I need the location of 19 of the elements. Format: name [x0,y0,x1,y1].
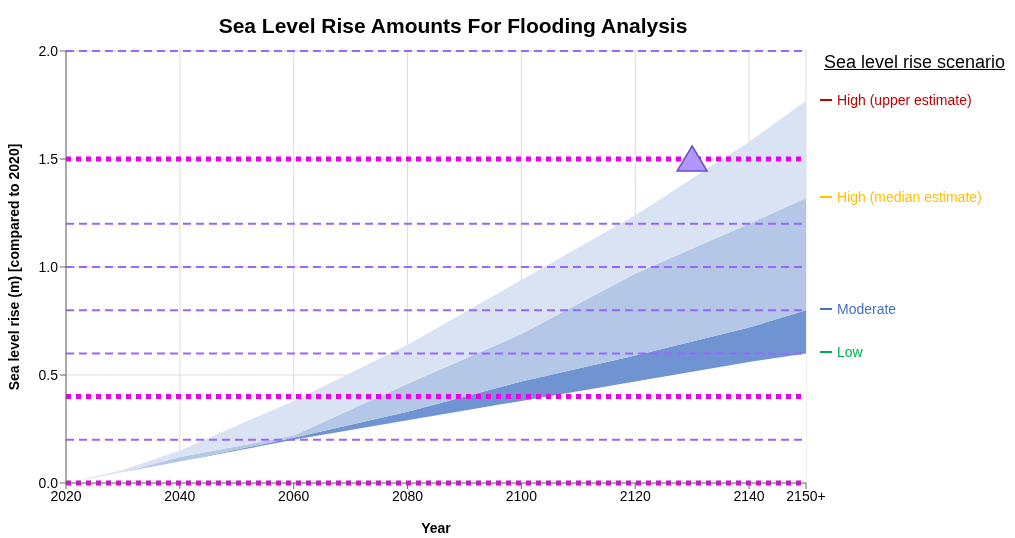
text: High (upper estimate) [836,91,972,108]
text: Low [836,344,863,361]
legend-title: Sea level rise scenario [824,52,1006,73]
x-tick-label: 2060 [278,487,310,504]
x-tick-label: 2120 [619,487,652,504]
text: Moderate [836,301,897,318]
text: High (median estimate) [836,188,982,205]
y-axis-title: Sea level rise (m) [compared to 2020] [5,143,22,391]
chart-title: Sea Level Rise Amounts For Flooding Analysis [217,14,689,38]
x-tick-label: 2040 [164,487,196,504]
y-tick-label: 0.5 [38,366,59,383]
x-tick-label: 2150+ [786,487,826,504]
x-tick-label: 2140 [733,487,765,504]
x-tick-label: 2100 [505,487,538,504]
y-tick-label: 2.0 [38,42,59,59]
y-tick-label: 1.0 [38,258,59,275]
y-tick-label: 1.5 [38,150,59,167]
x-tick-label: 2080 [391,487,424,504]
x-axis-title: Year [421,520,452,536]
